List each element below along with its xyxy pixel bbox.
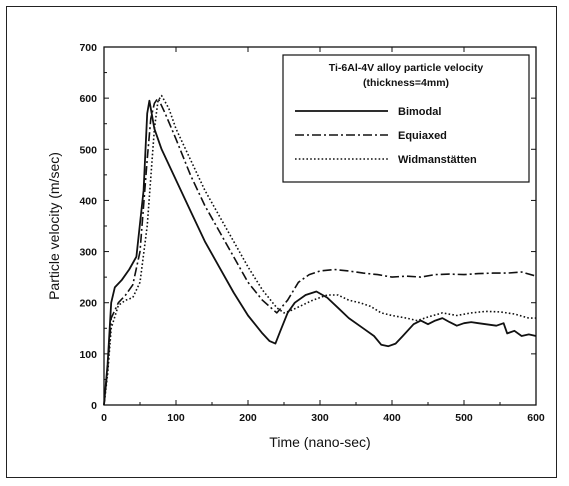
x-axis-title: Time (nano-sec) (269, 434, 370, 450)
legend-title-line: (thickness=4mm) (363, 77, 449, 89)
legend-title-line: Ti-6Al-4V alloy particle velocity (329, 62, 484, 74)
x-tick-label: 200 (239, 412, 257, 424)
y-tick-label: 0 (91, 400, 97, 412)
y-tick-label: 100 (79, 349, 97, 361)
y-tick-label: 300 (79, 247, 97, 259)
y-axis-title: Particle velocity (m/sec) (46, 152, 62, 300)
x-tick-label: 600 (527, 412, 545, 424)
series-line-equiaxed (103, 97, 537, 406)
figure-frame (6, 6, 557, 478)
x-tick-label: 500 (455, 412, 473, 424)
y-tick-label: 200 (79, 298, 97, 310)
legend-label: Bimodal (398, 106, 441, 118)
legend-label: Equiaxed (398, 130, 447, 142)
x-tick-label: 300 (311, 412, 329, 424)
x-tick-label: 100 (167, 412, 185, 424)
legend: Ti-6Al-4V alloy particle velocity (thickn… (282, 54, 530, 183)
y-tick-label: 700 (79, 42, 97, 54)
x-tick-label: 400 (383, 412, 401, 424)
series-line-widmansttten (103, 94, 536, 406)
y-tick-label: 600 (79, 93, 97, 105)
y-tick-label: 500 (79, 144, 97, 156)
legend-label: Widmanstätten (398, 154, 477, 166)
y-tick-label: 400 (79, 195, 97, 207)
legend-box (282, 54, 530, 183)
axes: 0 100 200 300 400 500 600 0 100 200 300 400 500 600 70… (79, 42, 544, 424)
x-tick-label: 0 (101, 412, 107, 424)
series-line-bimodal (103, 99, 537, 406)
series-layer (103, 94, 537, 406)
